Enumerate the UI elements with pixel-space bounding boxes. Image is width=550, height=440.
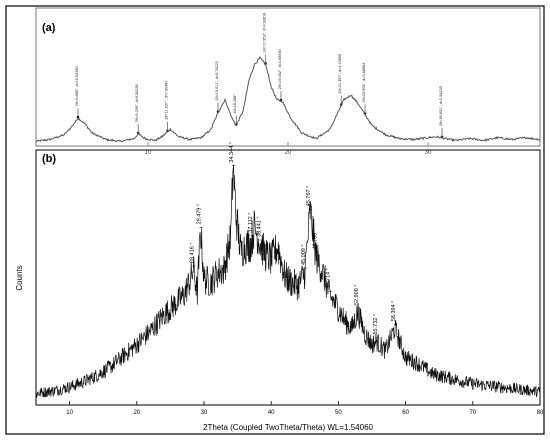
x-axis-label: 2Theta (Coupled TwoTheta/Theta) WL=1.540… bbox=[203, 423, 374, 432]
panel-a-peak-annotation: 2θ=16.288° bbox=[233, 94, 237, 114]
panel-a-peak-annotation: 2θ=21.357°, d=4.15695 bbox=[338, 54, 342, 94]
panel-b-x-tick-label: 80 bbox=[537, 410, 544, 416]
figure-border bbox=[5, 5, 545, 435]
panel-a-peak-annotation: 2θ=5.686°, d=15.53330 bbox=[75, 66, 79, 106]
panel-b-peak-label: 38.441 ° bbox=[257, 216, 263, 237]
panel-a-peak-annotation: 2θ=11.637°, d=7.60487 bbox=[165, 80, 169, 119]
panel-a-x-axis: 10 20 30 bbox=[145, 142, 432, 156]
panel-b-peak-label: 55.732 ° bbox=[373, 314, 379, 335]
panel-b-x-axis: 10 20 30 40 50 60 70 80 bbox=[66, 401, 544, 416]
panel-b-peak-label: 45.009 ° bbox=[301, 244, 307, 265]
panel-a-x-tick-label: 10 bbox=[145, 150, 152, 156]
panel-b-peak-label: 37.112 ° bbox=[248, 213, 254, 233]
panel-b-x-tick-label: 10 bbox=[66, 410, 73, 416]
panel-b-peak-labels: 29.479 ° 28.416 ° 34.344 ° 37.112 ° 38.441 °… bbox=[189, 142, 397, 338]
panel-b-x-tick-label: 60 bbox=[402, 410, 409, 416]
panel-a-x-tick-label: 20 bbox=[285, 150, 292, 156]
y-axis-label: Counts bbox=[15, 265, 24, 290]
panel-b-peak-label: 29.479 ° bbox=[196, 204, 202, 225]
panel-b-x-tick-label: 50 bbox=[335, 410, 342, 416]
panel-a-peak-dot bbox=[76, 115, 80, 119]
panel-b-peak-label: 45.767 ° bbox=[306, 186, 312, 207]
panel-a: (a) 10 20 30 2θ=5.686°, d=15.53330 2θ=9.299… bbox=[35, 7, 541, 156]
panel-b-peak-label: 46.709 ° bbox=[312, 229, 318, 250]
panel-b-peak-label: 28.416 ° bbox=[189, 242, 195, 263]
panel-b-peak-label: 34.344 ° bbox=[229, 142, 235, 163]
panel-b-peak-label: 58.394 ° bbox=[391, 301, 397, 322]
panel-a-label: (a) bbox=[42, 22, 56, 34]
panel-b-peak-label: 52.908 ° bbox=[354, 284, 360, 305]
panel-a-peak-annotation: 2θ=30.631°, d=2.94233 bbox=[439, 86, 443, 126]
panel-b: (b) Counts 2Theta (Coupled TwoTheta/Thet… bbox=[15, 142, 544, 432]
panel-b-x-tick-label: 40 bbox=[268, 410, 275, 416]
panel-b-trace bbox=[35, 164, 540, 399]
panel-b-x-tick-label: 30 bbox=[201, 410, 208, 416]
panel-a-trace bbox=[35, 55, 541, 143]
panel-b-x-tick-label: 20 bbox=[133, 410, 140, 416]
panel-a-peak-annotation: 2θ=9.299°, d=9.50236 bbox=[135, 84, 139, 122]
panel-b-label: (b) bbox=[42, 153, 56, 165]
panel-a-peak-annotation: 2θ=17.953°, d=4.93618 bbox=[263, 13, 267, 53]
panel-a-x-tick-label: 30 bbox=[425, 150, 432, 156]
panel-a-peak-annotation: 2θ=15.011°, d=5.76222 bbox=[215, 61, 219, 100]
panel-b-frame bbox=[35, 149, 541, 406]
panel-b-peak-label: 48.714 ° bbox=[326, 268, 332, 289]
panel-b-x-tick-label: 70 bbox=[469, 410, 476, 416]
panel-a-peak-annotation: 2θ=19.032°, d=4.65930 bbox=[278, 49, 282, 89]
panel-a-peak-annotation: 2θ=23.953°, d=3.68864 bbox=[362, 63, 366, 103]
